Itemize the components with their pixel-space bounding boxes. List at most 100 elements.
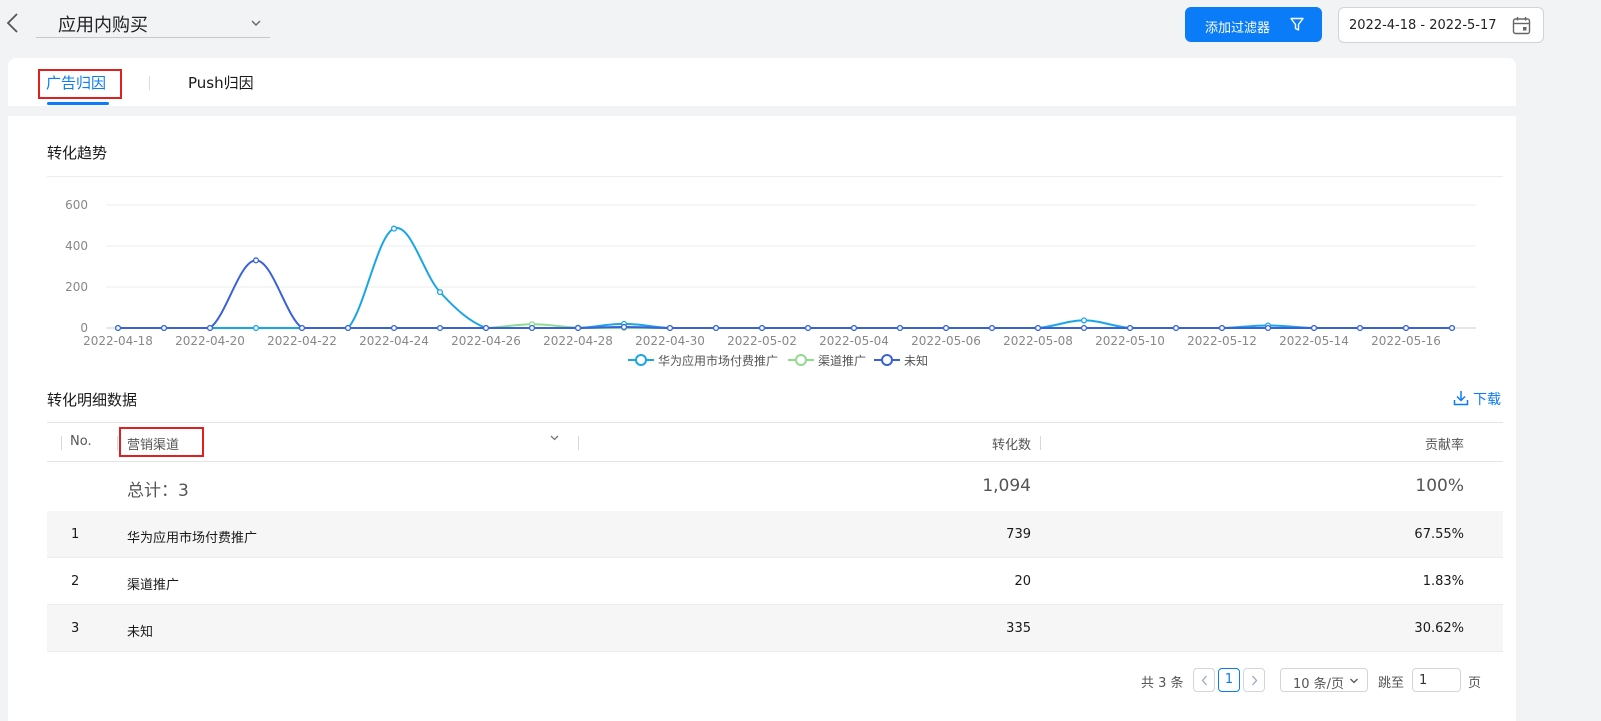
legend-line-icon: [628, 354, 654, 366]
x-tick-label: 2022-05-02: [727, 334, 797, 348]
main-panel: 转化趋势 0 200 400 600 2022-04-18 2022-04-20 2022-…: [8, 116, 1516, 721]
column-separator: [1040, 436, 1041, 450]
x-tick-label: 2022-04-20: [175, 334, 245, 348]
data-point: [436, 324, 444, 332]
data-point: [942, 324, 950, 332]
row-channel: 渠道推广: [127, 578, 180, 593]
data-point: [1034, 324, 1042, 332]
data-point: [1080, 317, 1088, 324]
table-header: No. 营销渠道 转化数 贡献率: [47, 422, 1503, 462]
x-tick-label: 2022-04-28: [543, 334, 613, 348]
current-page-button[interactable]: 1: [1218, 668, 1240, 692]
chevron-down-icon[interactable]: [549, 433, 560, 443]
pagination: 共 3 条 1 10 条/页 跳至 页: [0, 667, 1601, 693]
legend-label: 未知: [904, 354, 929, 368]
highlight-box: [119, 427, 204, 457]
table-row: 3 未知 335 30.62%: [47, 605, 1503, 652]
data-point: [574, 324, 582, 332]
total-rate: 100%: [1415, 476, 1464, 496]
back-arrow-icon[interactable]: [4, 12, 22, 34]
divider: [47, 176, 1503, 177]
x-tick-label: 2022-04-30: [635, 334, 705, 348]
data-point: [436, 289, 444, 296]
row-rate: 67.55%: [1414, 527, 1464, 542]
data-point: [206, 324, 214, 332]
highlight-box: [38, 69, 122, 99]
chevron-down-icon: [1350, 678, 1358, 684]
data-point: [1218, 324, 1226, 332]
data-point: [252, 324, 260, 332]
jump-page-input[interactable]: [1412, 668, 1461, 692]
column-header-rate: 贡献率: [1424, 438, 1464, 453]
data-point: [344, 324, 352, 332]
data-point: [1448, 324, 1456, 332]
y-tick-label: 0: [80, 321, 88, 335]
legend-label: 渠道推广: [818, 354, 867, 368]
prev-page-button[interactable]: [1193, 668, 1215, 692]
row-channel: 未知: [127, 625, 154, 640]
y-tick-label: 600: [65, 198, 88, 212]
row-conversions: 739: [1006, 527, 1031, 542]
data-point: [988, 324, 996, 332]
data-point: [712, 324, 720, 332]
data-point: [1172, 324, 1180, 332]
x-tick-label: 2022-04-22: [267, 334, 337, 348]
x-tick-label: 2022-05-06: [911, 334, 981, 348]
column-separator: [61, 436, 62, 450]
column-header-channel: 营销渠道: [127, 438, 180, 453]
filter-icon: [1290, 17, 1304, 31]
data-point: [1310, 324, 1318, 332]
data-point: [482, 324, 490, 332]
data-point: [850, 324, 858, 332]
x-tick-label: 2022-04-26: [451, 334, 521, 348]
app-selector[interactable]: 应用内购买: [36, 8, 270, 38]
row-conversions: 335: [1006, 621, 1031, 636]
data-point: [620, 323, 628, 331]
app-title: 应用内购买: [58, 15, 148, 36]
data-point: [298, 324, 306, 332]
x-tick-label: 2022-05-08: [1003, 334, 1073, 348]
row-channel: 华为应用市场付费推广: [127, 531, 258, 546]
data-point: [804, 324, 812, 332]
row-no: 1: [71, 527, 80, 542]
row-no: 2: [71, 574, 80, 589]
download-icon: [1453, 391, 1469, 406]
data-point: [1080, 324, 1088, 332]
chevron-right-icon: [1252, 675, 1258, 686]
data-point: [160, 324, 168, 332]
data-point: [528, 324, 536, 332]
column-header-conversions: 转化数: [991, 438, 1031, 453]
row-conversions: 20: [1014, 574, 1031, 589]
page-size-select[interactable]: 10 条/页: [1280, 668, 1368, 692]
trend-chart: 0 200 400 600 2022-04-18 2022-04-20 2022-04-22…: [65, 198, 1476, 348]
date-range-text: 2022-4-18 - 2022-5-17: [1349, 18, 1497, 33]
x-tick-label: 2022-05-04: [819, 334, 889, 348]
column-separator: [117, 436, 118, 450]
add-filter-label: 添加过滤器: [1205, 21, 1271, 36]
page-suffix: 页: [1468, 676, 1482, 691]
series-line: [118, 259, 1452, 329]
data-point: [1356, 324, 1364, 332]
page-size-label: 10 条/页: [1293, 677, 1345, 692]
table-row: 2 渠道推广 20 1.83%: [47, 558, 1503, 605]
data-point: [1264, 324, 1272, 332]
data-point: [758, 324, 766, 332]
active-tab-indicator: [47, 102, 109, 105]
tab-ad-attribution[interactable]: 广告归因: [46, 74, 107, 92]
data-point: [1126, 324, 1134, 332]
tab-divider: [149, 76, 150, 90]
date-range-picker[interactable]: 2022-4-18 - 2022-5-17: [1338, 7, 1544, 43]
data-point: [114, 324, 122, 332]
x-tick-label: 2022-04-24: [359, 334, 429, 348]
column-header-no: No.: [70, 434, 92, 449]
jump-label: 跳至: [1378, 676, 1405, 691]
data-point: [390, 225, 398, 232]
next-page-button[interactable]: [1243, 668, 1265, 692]
attribution-tabs: 广告归因 Push归因: [8, 58, 1516, 106]
series-line: [118, 227, 1452, 329]
tab-push-attribution[interactable]: Push归因: [188, 74, 254, 92]
total-row: 总计：3 1,094 100%: [47, 462, 1503, 511]
add-filter-button[interactable]: 添加过滤器: [1185, 7, 1322, 42]
legend-label: 华为应用市场付费推广: [658, 354, 779, 368]
conversion-table: No. 营销渠道 转化数 贡献率 总计：3 1,094 100% 1 华为应用市…: [47, 422, 1503, 652]
